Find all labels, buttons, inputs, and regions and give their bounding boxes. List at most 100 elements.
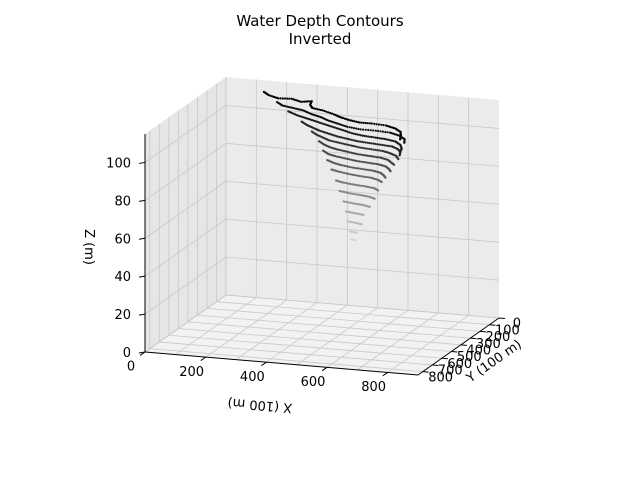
contour-point (353, 173, 356, 177)
contour-point (352, 132, 356, 135)
z-tick (138, 351, 146, 354)
contour-point (368, 205, 371, 208)
contour-point (364, 121, 367, 125)
contour-point (344, 181, 347, 184)
contour-point (362, 175, 365, 178)
contour-point (356, 193, 359, 196)
contour-point (346, 157, 349, 160)
contour-point (279, 97, 282, 100)
contour-point (341, 171, 344, 174)
contour-point (353, 139, 356, 142)
y-tick-label: 500 (457, 350, 482, 365)
contour-point (364, 128, 367, 131)
contour-point (358, 184, 361, 187)
contour-point (368, 161, 371, 164)
y-tick (451, 351, 458, 353)
contour-point (347, 182, 350, 185)
contour-point (328, 139, 331, 142)
contour-point (350, 119, 353, 122)
x-tick (382, 372, 388, 377)
contour-point (341, 149, 344, 152)
contour-point (383, 144, 386, 147)
contour-point (375, 149, 379, 152)
grid-line-z (225, 294, 500, 319)
contour-point (283, 104, 286, 107)
contour-point (399, 138, 402, 141)
contour-point (286, 97, 289, 100)
contour-point (341, 136, 345, 139)
contour-point (363, 134, 366, 137)
contour-point (348, 151, 351, 154)
contour-point (364, 154, 367, 157)
contour-point (374, 142, 377, 145)
contour-point (296, 108, 299, 111)
contour-point (377, 156, 380, 159)
contour-point (351, 166, 354, 169)
grid-line-y (206, 308, 480, 332)
contour-point (330, 139, 333, 142)
grid-line-y (216, 301, 490, 326)
contour-point (359, 134, 362, 137)
contour-point (327, 111, 330, 114)
contour-point (358, 121, 361, 124)
contour-point (343, 137, 346, 140)
contour-point (357, 167, 360, 170)
contour-point (361, 167, 364, 171)
contour-point (319, 108, 322, 112)
contour-point (377, 123, 380, 126)
contour-point (369, 162, 373, 165)
contour-point (360, 153, 363, 156)
contour-point (298, 108, 301, 111)
contour-point (373, 197, 376, 200)
contour-point (361, 140, 364, 143)
z-tick-label: 0 (123, 346, 131, 361)
contour-point (349, 166, 353, 169)
contour-point (345, 150, 348, 153)
contour-point (321, 109, 324, 112)
contour-point (338, 148, 341, 151)
grid-line-z (144, 143, 227, 201)
contour-point (385, 144, 388, 147)
contour-point (355, 145, 358, 148)
contour-point (372, 142, 375, 145)
contour-point (354, 145, 357, 148)
grid-line-y (159, 341, 433, 366)
contour-point (346, 150, 350, 153)
floor-pane (145, 295, 499, 375)
contour-point (354, 133, 357, 136)
grid-line-z (144, 294, 227, 353)
contour-point (338, 141, 341, 144)
contour-point (372, 155, 375, 158)
z-tick (138, 313, 146, 316)
contour-point (318, 108, 321, 111)
contour-point (323, 109, 326, 113)
contour-point (366, 147, 369, 150)
y-tick (432, 364, 439, 366)
grid-line-x (175, 297, 257, 355)
contour-point (369, 129, 372, 132)
contour-point (355, 167, 358, 170)
contour-point (378, 137, 381, 140)
contour-point (344, 172, 347, 175)
contour-point (375, 156, 378, 159)
contour-point (352, 139, 355, 142)
contour-point (305, 100, 308, 103)
contour-point (388, 139, 392, 142)
contour-point (359, 146, 362, 149)
contour-point (354, 239, 357, 242)
contour-point (301, 100, 304, 103)
x-tick-label: 800 (361, 380, 386, 395)
y-tick (489, 324, 496, 326)
contour-point (377, 129, 380, 133)
y-tick (460, 344, 467, 346)
contour-point (339, 163, 342, 167)
contour-point (359, 128, 362, 131)
contour-point (377, 189, 380, 192)
contour-point (336, 155, 339, 158)
contour-point (368, 135, 372, 138)
z-tick (138, 161, 146, 164)
contour-point (357, 153, 360, 156)
contour-point (356, 160, 360, 163)
y-tick (422, 371, 429, 373)
